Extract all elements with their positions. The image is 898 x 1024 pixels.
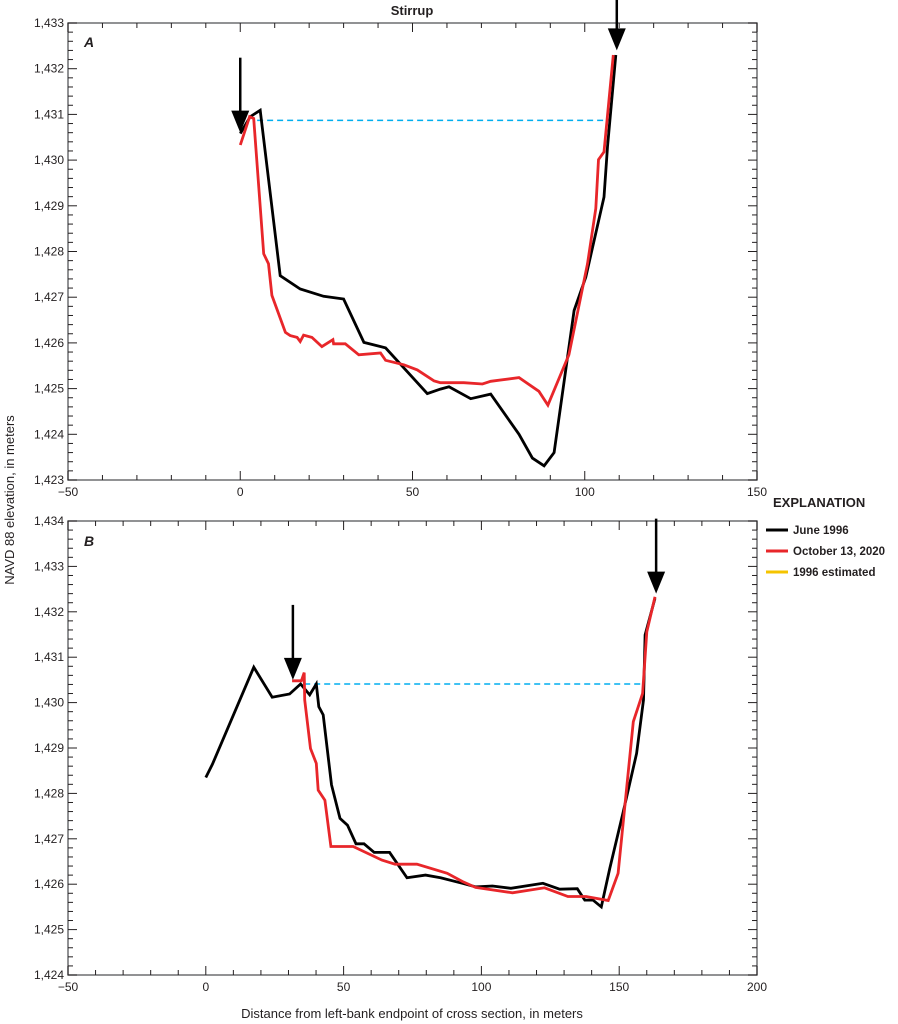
- series-line-june-1996: [239, 54, 618, 468]
- x-tick-label: 200: [747, 980, 767, 994]
- plot-frame: [67, 22, 758, 481]
- x-tick-label: 100: [471, 980, 491, 994]
- legend-label-june-1996: June 1996: [793, 525, 849, 537]
- y-tick-label: 1,428: [34, 786, 64, 800]
- x-tick-label: 50: [406, 485, 420, 499]
- x-tick-label: −50: [58, 485, 79, 499]
- x-tick-label: 100: [575, 485, 595, 499]
- panel-label-a: A: [83, 34, 94, 50]
- y-tick-label: 1,431: [34, 650, 64, 664]
- series-line-october-13-2020: [292, 596, 657, 903]
- y-tick-label: 1,424: [34, 968, 64, 982]
- y-tick-label: 1,425: [34, 923, 64, 937]
- series-line-june-1996: [204, 597, 657, 910]
- y-tick-label: 1,432: [34, 605, 64, 619]
- y-tick-label: 1,430: [34, 153, 64, 167]
- series-line-october-13-2020: [238, 54, 615, 409]
- arrow-head: [283, 657, 302, 680]
- y-tick-label: 1,428: [34, 245, 64, 259]
- bank-endpoint-arrow-icon: [647, 518, 666, 594]
- y-tick-label: 1,425: [34, 382, 64, 396]
- x-tick-label: 50: [337, 980, 351, 994]
- y-tick-label: 1,423: [34, 473, 64, 487]
- y-tick-label: 1,431: [34, 107, 64, 121]
- bank-endpoint-arrow-icon: [231, 57, 250, 133]
- chart-title: Stirrup: [391, 3, 434, 18]
- legend-title: EXPLANATION: [773, 495, 865, 510]
- y-tick-label: 1,426: [34, 877, 64, 891]
- x-axis-label: Distance from left-bank endpoint of cros…: [241, 1006, 583, 1021]
- y-tick-label: 1,432: [34, 62, 64, 76]
- x-tick-label: 150: [747, 485, 767, 499]
- y-tick-label: 1,426: [34, 336, 64, 350]
- panel-b: −50 0 50 100 150 200 1,424 1,425 1,426 1,427 1,428…: [34, 514, 767, 994]
- y-axis-label: NAVD 88 elevation, in meters: [2, 415, 17, 585]
- bank-endpoint-arrow-icon: [607, 0, 626, 51]
- x-tick-label: 0: [237, 485, 244, 499]
- legend-label-october-2020: October 13, 2020: [793, 546, 885, 558]
- y-tick-label: 1,427: [34, 290, 64, 304]
- y-tick-label: 1,433: [34, 16, 64, 30]
- legend: EXPLANATION June 1996 October 13, 2020 1…: [766, 495, 885, 579]
- y-tick-label: 1,424: [34, 427, 64, 441]
- arrow-head: [647, 571, 666, 594]
- plot-frame: [67, 520, 758, 976]
- y-tick-label: 1,429: [34, 741, 64, 755]
- x-tick-label: 150: [609, 980, 629, 994]
- bank-endpoint-arrow-icon: [283, 604, 302, 680]
- y-tick-label: 1,433: [34, 559, 64, 573]
- x-tick-label: −50: [58, 980, 79, 994]
- y-tick-label: 1,427: [34, 832, 64, 846]
- arrow-head: [607, 28, 626, 51]
- y-tick-label: 1,430: [34, 696, 64, 710]
- x-tick-label: 0: [202, 980, 209, 994]
- legend-label-1996-estimated: 1996 estimated: [793, 567, 875, 579]
- y-tick-label: 1,429: [34, 199, 64, 213]
- panel-label-b: B: [84, 533, 94, 549]
- y-tick-label: 1,434: [34, 514, 64, 528]
- panel-a: −50 0 50 100 150 1,423 1,424 1,425 1,426 1,427 1,4…: [34, 0, 767, 499]
- arrow-head: [231, 110, 250, 133]
